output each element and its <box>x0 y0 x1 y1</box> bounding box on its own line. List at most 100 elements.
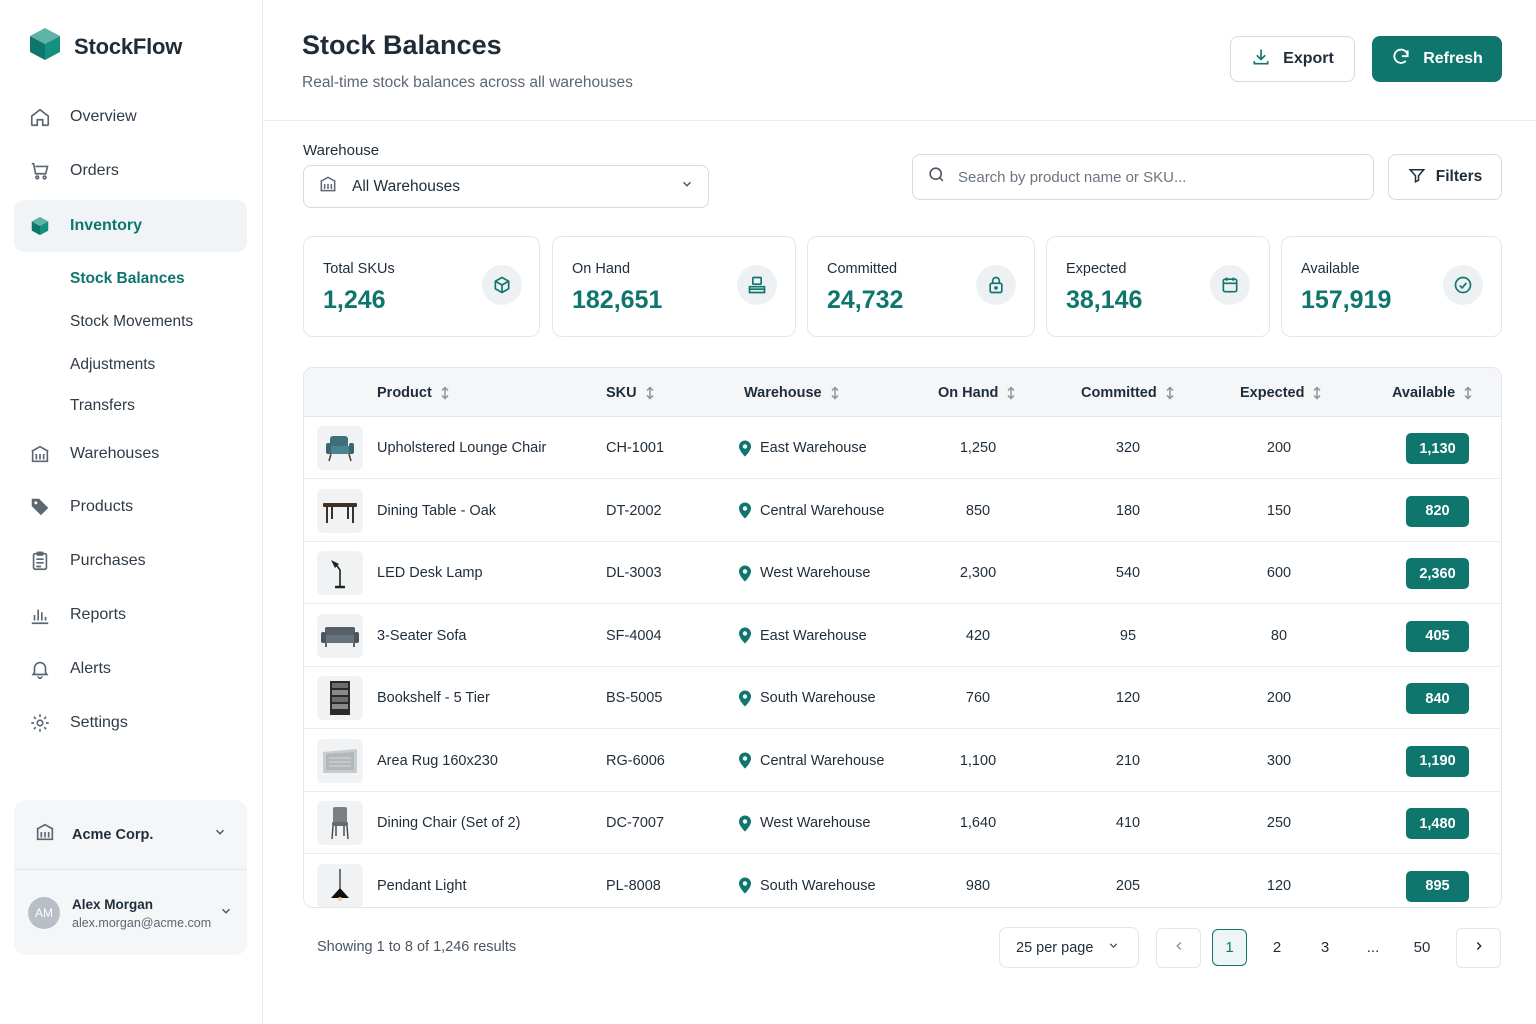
stat-card-committed: Committed 24,732 <box>807 236 1035 337</box>
building-icon <box>28 442 52 466</box>
nav-item-purchases[interactable]: Purchases <box>14 536 247 586</box>
warehouse-select[interactable]: All Warehouses <box>303 165 709 208</box>
product-thumbnail <box>317 426 363 470</box>
account-card: Acme Corp. AM Alex Morgan alex.morgan@ac… <box>14 800 247 955</box>
committed-value: 540 <box>1115 565 1141 581</box>
on-hand-value: 1,640 <box>959 815 997 831</box>
table-row[interactable]: Pendant Light PL-8008 South Warehouse 980 20… <box>304 855 1501 907</box>
sku: DC-7007 <box>606 815 665 831</box>
available-badge: 2,360 <box>1406 558 1469 589</box>
table-row[interactable]: LED Desk Lamp DL-3003 West Warehouse 2,300 5… <box>304 542 1501 604</box>
column-header-expected[interactable]: Expected <box>1240 368 1322 417</box>
sub-item-stock-balances[interactable]: Stock Balances <box>70 270 185 287</box>
sub-item-transfers[interactable]: Transfers <box>70 397 135 414</box>
page-button-50[interactable]: 50 <box>1413 938 1431 956</box>
sort-icon <box>1312 385 1322 400</box>
sku: SF-4004 <box>606 627 662 644</box>
table-row[interactable]: Dining Chair (Set of 2) DC-7007 West Wareh… <box>304 792 1501 854</box>
nav-label: Purchases <box>70 552 146 569</box>
brand[interactable]: StockFlow <box>28 26 182 67</box>
page-button-2[interactable]: 2 <box>1272 938 1282 956</box>
nav-item-orders[interactable]: Orders <box>14 146 247 196</box>
location-pin-icon <box>738 440 752 457</box>
warehouse-name: West Warehouse <box>760 565 871 581</box>
filters-button[interactable]: Filters <box>1388 154 1502 200</box>
warehouse-select-value: All Warehouses <box>352 177 460 195</box>
sku: BS-5005 <box>606 690 663 706</box>
page-title: Stock Balances <box>302 30 502 60</box>
warehouse-name: East Warehouse <box>760 440 867 456</box>
warehouse-name: South Warehouse <box>760 690 876 706</box>
table-row[interactable]: Bookshelf - 5 Tier BS-5005 South Warehouse… <box>304 667 1501 729</box>
location-pin-icon <box>738 502 752 519</box>
product-name[interactable]: Upholstered Lounge Chair <box>377 440 547 456</box>
location-pin-icon <box>738 690 752 707</box>
user-menu[interactable]: AM Alex Morgan alex.morgan@acme.com <box>14 880 247 946</box>
per-page-select[interactable]: 25 per page <box>999 927 1139 968</box>
on-hand-value: 1,250 <box>959 440 997 456</box>
refresh-button[interactable]: Refresh <box>1372 36 1502 82</box>
column-header-available[interactable]: Available <box>1392 368 1473 417</box>
product-thumbnail <box>317 488 363 533</box>
warehouse-cell: West Warehouse <box>738 792 870 854</box>
column-header-sku[interactable]: SKU <box>606 368 655 417</box>
sku: DT-2002 <box>606 502 662 519</box>
product-name[interactable]: Area Rug 160x230 <box>377 752 498 769</box>
sub-item-adjustments[interactable]: Adjustments <box>70 356 156 373</box>
location-pin-icon <box>738 565 752 582</box>
table-row[interactable]: Dining Table - Oak DT-2002 Central Warehou… <box>304 480 1501 542</box>
page-subtitle: Real-time stock balances across all ware… <box>302 74 633 91</box>
cube-icon <box>482 265 522 305</box>
download-icon <box>1251 47 1271 72</box>
product-name[interactable]: Pendant Light <box>377 877 467 894</box>
sort-icon <box>1006 385 1016 400</box>
table-row[interactable]: Area Rug 160x230 RG-6006 Central Warehouse… <box>304 730 1501 792</box>
refresh-label: Refresh <box>1423 50 1483 67</box>
nav-item-products[interactable]: Products <box>14 482 247 532</box>
available-badge: 1,190 <box>1406 745 1469 777</box>
stack-icon <box>737 265 777 305</box>
stat-label: Available <box>1301 261 1360 277</box>
search-input[interactable] <box>958 168 1358 186</box>
sub-item-stock-movements[interactable]: Stock Movements <box>70 313 194 330</box>
gear-icon <box>28 711 52 735</box>
org-switcher[interactable]: Acme Corp. <box>14 800 247 870</box>
filter-icon <box>1408 166 1426 189</box>
product-name[interactable]: Bookshelf - 5 Tier <box>377 690 490 706</box>
nav-label: Orders <box>70 162 119 179</box>
product-name[interactable]: 3-Seater Sofa <box>377 627 467 644</box>
stat-value: 182,651 <box>572 286 663 314</box>
nav-item-settings[interactable]: Settings <box>14 698 247 748</box>
column-header-committed[interactable]: Committed <box>1081 368 1175 417</box>
nav-item-warehouses[interactable]: Warehouses <box>14 429 247 479</box>
table-row[interactable]: 3-Seater Sofa SF-4004 East Warehouse 420 95 8… <box>304 605 1501 667</box>
column-header-product[interactable]: Product <box>377 368 450 417</box>
on-hand-value: 850 <box>965 502 991 519</box>
prev-page-button[interactable] <box>1156 928 1201 968</box>
product-name[interactable]: LED Desk Lamp <box>377 565 483 581</box>
search-icon <box>927 165 946 189</box>
stat-value: 38,146 <box>1066 286 1143 314</box>
export-button[interactable]: Export <box>1230 36 1355 82</box>
cart-icon <box>28 159 52 183</box>
expected-value: 80 <box>1270 627 1288 644</box>
nav-item-inventory[interactable]: Inventory <box>14 200 247 252</box>
committed-value: 120 <box>1115 690 1141 706</box>
nav-item-reports[interactable]: Reports <box>14 590 247 640</box>
on-hand-value: 420 <box>965 627 991 644</box>
product-name[interactable]: Dining Table - Oak <box>377 502 497 519</box>
user-name: Alex Morgan <box>72 896 154 912</box>
column-header-on-hand[interactable]: On Hand <box>938 368 1016 417</box>
nav-item-overview[interactable]: Overview <box>14 92 247 142</box>
on-hand-value: 980 <box>965 877 991 894</box>
page-button-1[interactable]: 1 <box>1212 929 1247 966</box>
column-header-warehouse[interactable]: Warehouse <box>744 368 840 417</box>
stat-label: Committed <box>827 261 898 277</box>
next-page-button[interactable] <box>1456 928 1501 968</box>
page-button-3[interactable]: 3 <box>1320 938 1330 956</box>
table-row[interactable]: Upholstered Lounge Chair CH-1001 East Ware… <box>304 417 1501 479</box>
product-name[interactable]: Dining Chair (Set of 2) <box>377 815 521 831</box>
nav-item-alerts[interactable]: Alerts <box>14 644 247 694</box>
filters-label: Filters <box>1435 168 1483 185</box>
lock-icon <box>976 265 1016 305</box>
